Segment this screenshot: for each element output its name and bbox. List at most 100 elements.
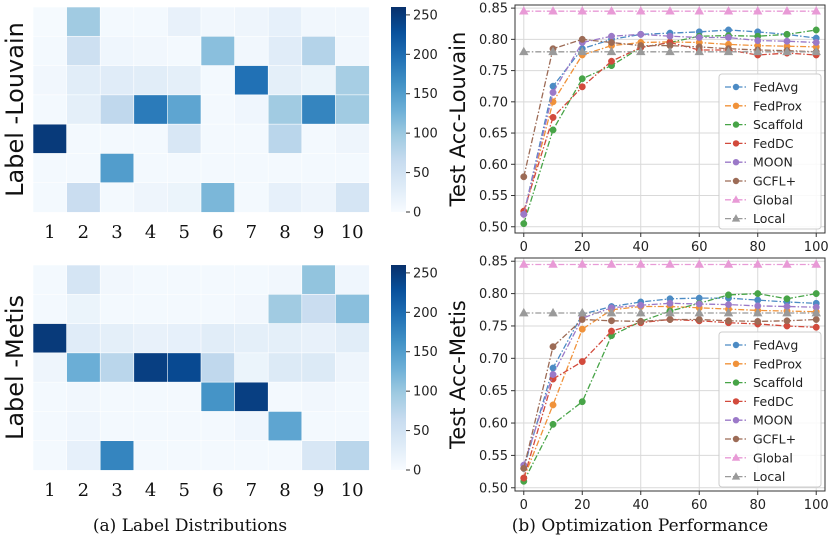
metis-line-point: [753, 307, 763, 317]
louvain-line-point: [549, 89, 557, 96]
louvain-heatmap-cell: [234, 65, 269, 96]
metis-line-legend-marker: [731, 472, 741, 480]
louvain-heatmap-x-tick-label: 6: [212, 222, 223, 243]
metis-heatmap-cell: [200, 293, 236, 325]
louvain-heatmap-cell: [133, 182, 169, 213]
louvain-heatmap-cell: [267, 153, 303, 184]
louvain-heatmap-x-tick-label: 2: [78, 222, 89, 243]
metis-line-point: [783, 295, 791, 303]
metis-heatmap-cell: [267, 352, 303, 383]
louvain-heatmap-cell: [335, 35, 370, 67]
louvain-line-legend-marker: [732, 121, 740, 128]
louvain-heatmap-cell: [32, 123, 68, 155]
metis-line-point: [549, 364, 557, 372]
metis-heatmap-cell: [234, 323, 269, 354]
metis-line-point: [578, 316, 586, 323]
louvain-line-point: [694, 6, 704, 15]
louvain-heatmap-cell: [335, 123, 370, 155]
louvain-line-point: [666, 32, 674, 40]
metis-heatmap-cell: [66, 381, 101, 413]
metis-heatmap-colorbar-tick-label: 200: [413, 306, 438, 321]
louvain-heatmap-cell: [66, 35, 101, 67]
louvain-heatmap-cell: [133, 123, 169, 155]
louvain-line-point: [812, 39, 820, 46]
louvain-heatmap-cell: [167, 35, 202, 67]
louvain-line-point: [782, 46, 792, 56]
louvain-heatmap-cell: [99, 182, 135, 213]
louvain-line-legend-label: GCFL+: [753, 174, 796, 189]
metis-line-point: [520, 464, 528, 472]
metis-heatmap-cell: [66, 440, 101, 471]
metis-heatmap-cell: [234, 293, 269, 325]
louvain-heatmap-x-tick-label: 8: [279, 222, 290, 243]
louvain-heatmap-cell: [66, 65, 101, 96]
louvain-line-point: [608, 57, 615, 65]
metis-line-plot-frame: [514, 257, 826, 492]
metis-line-legend-label: GCFL+: [753, 432, 796, 447]
metis-line-legend-marker: [732, 360, 740, 367]
metis-heatmap-cell: [267, 440, 303, 471]
louvain-heatmap-cell: [133, 94, 169, 125]
louvain-heatmap-colorbar-tick-label: 200: [413, 48, 438, 63]
louvain-heatmap-cell: [301, 6, 337, 37]
metis-line-series-moon: [523, 302, 817, 466]
louvain-line-point: [578, 75, 586, 83]
louvain-heatmap-cell: [234, 35, 269, 67]
louvain-heatmap-cell: [66, 6, 101, 37]
metis-heatmap-x-tick-label: 9: [313, 480, 324, 501]
louvain-heatmap-cell: [66, 182, 101, 213]
louvain-heatmap-cell: [234, 94, 269, 125]
metis-line-point: [782, 259, 792, 268]
metis-heatmap-cell: [301, 293, 337, 325]
metis-line-series-scaffold: [523, 292, 817, 482]
metis-line-point: [783, 317, 791, 325]
metis-line-point: [694, 259, 704, 268]
metis-line-point: [754, 317, 762, 325]
louvain-heatmap-y-axis-label: Label -Louvain: [1, 22, 29, 197]
metis-line-point: [548, 259, 558, 268]
metis-heatmap-cell: [167, 411, 202, 442]
louvain-heatmap-cell: [335, 153, 370, 184]
metis-heatmap-cell: [167, 352, 202, 383]
metis-line-point: [578, 398, 586, 406]
louvain-heatmap-colorbar-tick-label: 250: [413, 8, 438, 23]
louvain-heatmap-cell: [99, 123, 135, 155]
louvain-line-y-tick-label: 0.55: [479, 189, 508, 204]
metis-heatmap-cell: [32, 293, 68, 325]
louvain-line-legend-marker: [731, 195, 741, 203]
metis-line-legend-label: FedDC: [753, 394, 794, 409]
metis-heatmap-cell: [133, 411, 169, 442]
metis-line-y-axis-label: Test Acc-Metis: [446, 300, 470, 450]
metis-heatmap-cell: [32, 352, 68, 383]
louvain-heatmap-x-tick-label: 7: [246, 222, 257, 243]
metis-line-legend-label: FedAvg: [753, 338, 798, 353]
metis-heatmap-colorbar-tick-label: 100: [413, 385, 438, 400]
metis-heatmap-cell: [32, 440, 68, 471]
louvain-heatmap-cell: [66, 123, 101, 155]
metis-line-y-tick-label: 0.65: [479, 384, 508, 399]
metis-line-point: [548, 307, 558, 317]
metis-heatmap-cell: [200, 352, 236, 383]
louvain-heatmap-cell: [167, 65, 202, 96]
metis-heatmap-cell: [267, 264, 303, 295]
metis-heatmap-cell: [167, 264, 202, 295]
metis-line-point: [694, 307, 704, 317]
metis-heatmap-x-tick-label: 10: [341, 480, 364, 501]
louvain-line-legend-label: FedProx: [753, 98, 802, 113]
metis-line-point: [665, 259, 675, 268]
metis-heatmap-cell: [32, 323, 68, 354]
metis-line-point: [577, 259, 587, 268]
metis-line-point: [519, 307, 529, 317]
louvain-line-point: [549, 113, 557, 121]
metis-line-legend-label: Global: [753, 450, 793, 465]
louvain-line-point: [608, 32, 615, 40]
louvain-heatmap-cell: [99, 35, 135, 67]
louvain-heatmap-cell: [32, 182, 68, 213]
metis-heatmap-cell: [234, 440, 269, 471]
louvain-line-point: [811, 6, 821, 15]
louvain-line-x-tick-label: 80: [749, 240, 766, 255]
louvain-heatmap-cell: [32, 35, 68, 67]
louvain-heatmap-cell: [167, 123, 202, 155]
louvain-line-legend-marker: [732, 177, 740, 185]
